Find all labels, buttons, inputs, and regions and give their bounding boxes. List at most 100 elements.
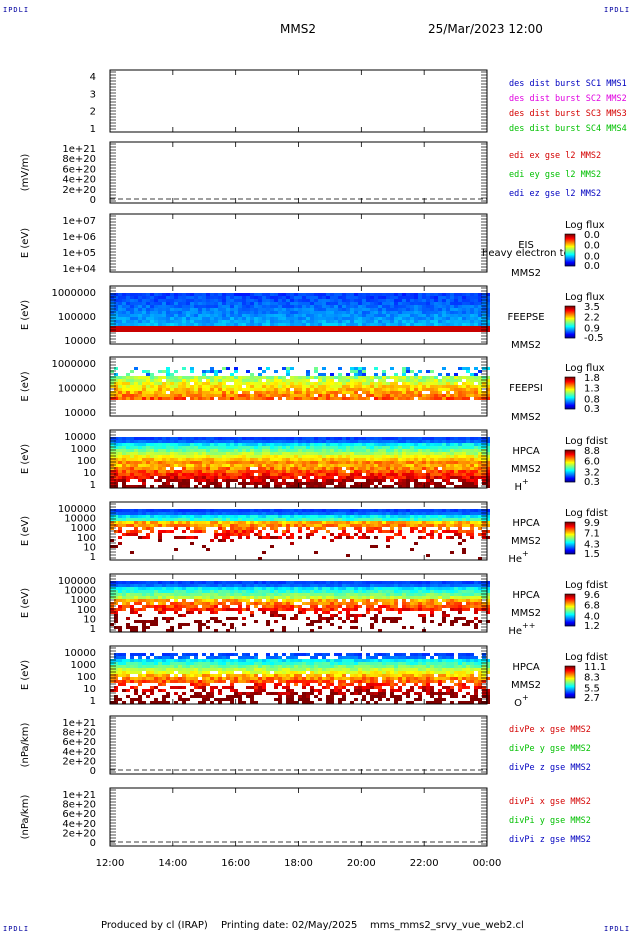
colorbar-tick-label: 0.3 [584, 477, 600, 488]
y-tick-label: 10 [83, 614, 96, 625]
colorbar-p5 [564, 376, 576, 410]
spacecraft-label: MMS2 [511, 412, 541, 423]
y-tick-label: 6e+20 [62, 164, 96, 175]
colorbar-p7 [564, 521, 576, 555]
colorbar-tick-label: 2.7 [584, 693, 600, 704]
y-tick-label: 100000 [58, 384, 96, 395]
y-tick-label: 2e+20 [62, 756, 96, 767]
legend-entry: edi ey gse l2 MMS2 [509, 170, 601, 180]
y-tick-label: 1000 [71, 595, 96, 606]
y-tick-label: 1000000 [51, 359, 96, 370]
legend-entry: des dist burst SC4 MMS4 [509, 124, 627, 134]
colorbar-tick-label: 0.0 [584, 230, 600, 241]
y-tick-label: 4e+20 [62, 175, 96, 186]
species-label: O [514, 698, 522, 709]
colorbar-title: Log flux [565, 220, 605, 231]
colorbar-tick-label: 3.5 [584, 302, 600, 313]
x-tick-label: 16:00 [221, 858, 250, 869]
colorbar-tick-label: 0.9 [584, 323, 600, 334]
y-tick-label: 10000 [64, 648, 96, 659]
minor-ticks-p1 [110, 71, 487, 130]
y-tick-label: 100 [77, 605, 96, 616]
y-tick-label: 10000 [64, 432, 96, 443]
x-tick-label: 00:00 [473, 858, 502, 869]
colorbar-tick-label: 0.0 [584, 261, 600, 272]
species-charge: + [522, 477, 529, 486]
y-tick-label: 1e+21 [62, 718, 96, 729]
y-tick-label: 8e+20 [62, 154, 96, 165]
panel-frame-p1 [109, 69, 488, 133]
spectrogram-p7 [110, 509, 490, 560]
y-tick-label: 1 [90, 124, 96, 135]
y-tick-label: 2e+20 [62, 828, 96, 839]
colorbar-tick-label: 2.2 [584, 313, 600, 324]
corner-label-top-right: IPDLI [604, 6, 630, 14]
colorbar-tick-label: -0.5 [584, 333, 604, 344]
instrument-label: EIS [518, 240, 534, 251]
colorbar-tick-label: 8.8 [584, 446, 600, 457]
spacecraft-label: MMS2 [511, 340, 541, 351]
y-tick-label: 1e+04 [62, 264, 96, 275]
y-tick-label: 6e+20 [62, 737, 96, 748]
legend-entry: divPe z gse MMS2 [509, 763, 591, 773]
colorbar-frame [564, 449, 576, 483]
spacecraft-label: MMS2 [511, 608, 541, 619]
footer-printing-date: Printing date: 02/May/2025 [221, 920, 358, 931]
y-tick-label: 4 [90, 72, 96, 83]
y-axis-label: E (eV) [20, 228, 31, 258]
spacecraft-label: MMS2 [511, 268, 541, 279]
colorbar-tick-label: 5.5 [584, 683, 600, 694]
y-tick-label: 1000000 [51, 288, 96, 299]
x-tick-label: 14:00 [158, 858, 187, 869]
y-tick-label: 10 [83, 468, 96, 479]
y-tick-label: 100000 [58, 312, 96, 323]
footer-file: mms_mms2_srvy_vue_web2.cl [370, 920, 524, 931]
spectrogram-p8 [110, 581, 490, 632]
panel-frame-p11 [109, 787, 488, 847]
y-tick-label: 1e+21 [62, 144, 96, 155]
colorbar-title: Log fdist [565, 508, 608, 519]
y-tick-label: 10000 [64, 408, 96, 419]
legend-entry: divPe x gse MMS2 [509, 725, 591, 735]
spectrogram-p4 [110, 293, 490, 332]
panel-frame-p2 [109, 141, 488, 204]
y-tick-label: 1000 [71, 660, 96, 671]
y-axis-label: E (eV) [20, 660, 31, 690]
y-tick-label: 10000 [64, 514, 96, 525]
legend-entry: des dist burst SC2 MMS2 [509, 94, 627, 104]
y-axis-label: (mV/m) [20, 154, 31, 192]
y-tick-label: 100 [77, 456, 96, 467]
corner-label-bottom-left: IPDLI [3, 925, 30, 933]
y-tick-label: 100 [77, 672, 96, 683]
colorbar-tick-label: 9.9 [584, 518, 600, 529]
y-axis-label: E (eV) [20, 516, 31, 546]
y-tick-label: 1e+21 [62, 790, 96, 801]
overlay-label: heavy electron to [482, 248, 570, 259]
y-tick-label: 1000 [71, 523, 96, 534]
colorbar-p6 [564, 449, 576, 483]
corner-label-bottom-right: IPDLI [604, 925, 630, 933]
species-charge: + [522, 693, 529, 702]
y-tick-label: 8e+20 [62, 800, 96, 811]
y-tick-label: 100 [77, 533, 96, 544]
y-tick-label: 100000 [58, 576, 96, 587]
y-axis-label: E (eV) [20, 371, 31, 401]
header-datetime: 25/Mar/2023 12:00 [428, 22, 543, 36]
minor-ticks-p11 [110, 789, 487, 845]
y-tick-label: 100000 [58, 504, 96, 515]
colorbar-frame [564, 521, 576, 555]
spectrogram-p6 [110, 437, 490, 488]
legend-entry: des dist burst SC3 MMS3 [509, 109, 627, 119]
colorbar-tick-label: 0.0 [584, 241, 600, 252]
y-tick-label: 2 [90, 107, 96, 118]
species-label: He [508, 554, 522, 565]
instrument-label: HPCA [512, 590, 540, 601]
y-tick-label: 10000 [64, 336, 96, 347]
x-tick-label: 22:00 [410, 858, 439, 869]
y-tick-label: 10 [83, 542, 96, 553]
y-tick-label: 1e+05 [62, 248, 96, 259]
colorbar-tick-label: 0.8 [584, 394, 600, 405]
colorbar-p4 [564, 305, 576, 339]
y-tick-label: 10000 [64, 586, 96, 597]
